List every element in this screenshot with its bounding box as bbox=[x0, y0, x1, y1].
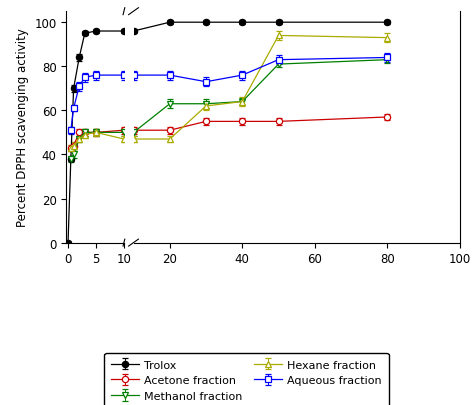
Text: Concentration (μg/ml): Concentration (μg/ml) bbox=[187, 391, 334, 404]
Legend: Trolox, Acetone fraction, Methanol fraction, Hexane fraction, Aqueous fraction: Trolox, Acetone fraction, Methanol fract… bbox=[104, 353, 389, 405]
Y-axis label: Percent DPPH scavenging activity: Percent DPPH scavenging activity bbox=[16, 28, 29, 227]
